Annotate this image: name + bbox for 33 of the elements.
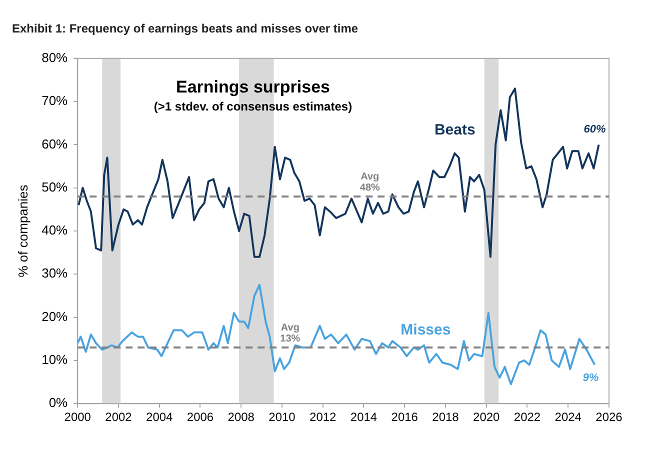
- ref-line-label: Avg 48%: [360, 171, 380, 194]
- x-tick-label: 2026: [596, 410, 623, 424]
- y-tick-label: 40%: [42, 222, 68, 238]
- y-tick-label: 60%: [42, 136, 68, 152]
- x-tick-label: 2004: [146, 410, 174, 424]
- x-tick-label: 2006: [186, 410, 214, 424]
- x-tick-label: 2010: [268, 410, 296, 424]
- y-tick-label: 50%: [42, 179, 68, 194]
- y-tick-label: 0%: [48, 395, 68, 410]
- annotation: 60%: [584, 124, 606, 136]
- chart-title: Exhibit 1: Frequency of earnings beats and misses over time: [12, 22, 358, 36]
- x-tick-label: 2008: [228, 410, 255, 424]
- x-tick-label: 2014: [350, 410, 378, 424]
- x-tick-label: 2012: [310, 410, 337, 424]
- y-tick-label: 10%: [42, 352, 68, 368]
- y-axis-title: % of companies: [15, 184, 30, 278]
- x-tick-label: 2020: [473, 410, 500, 424]
- x-tick-label: 2018: [432, 410, 460, 424]
- ref-line-label: Avg 13%: [280, 322, 300, 345]
- text: Earnings surprises: [176, 77, 330, 96]
- x-tick-label: 2016: [391, 410, 418, 424]
- y-tick-label: 70%: [42, 93, 68, 108]
- x-tick-label: 2000: [64, 410, 92, 424]
- x-tick-label: 2024: [554, 410, 582, 424]
- y-tick-label: 80%: [42, 50, 68, 65]
- x-tick-label: 2002: [105, 410, 132, 424]
- series-label: Misses: [400, 322, 451, 339]
- y-tick-label: 20%: [42, 308, 68, 324]
- annotation: (>1 stdev. of consensus estimates): [154, 99, 352, 114]
- series-label: Beats: [434, 121, 476, 138]
- annotation: 9%: [582, 372, 599, 384]
- y-tick-label: 30%: [42, 266, 68, 281]
- x-tick-label: 2022: [514, 410, 541, 424]
